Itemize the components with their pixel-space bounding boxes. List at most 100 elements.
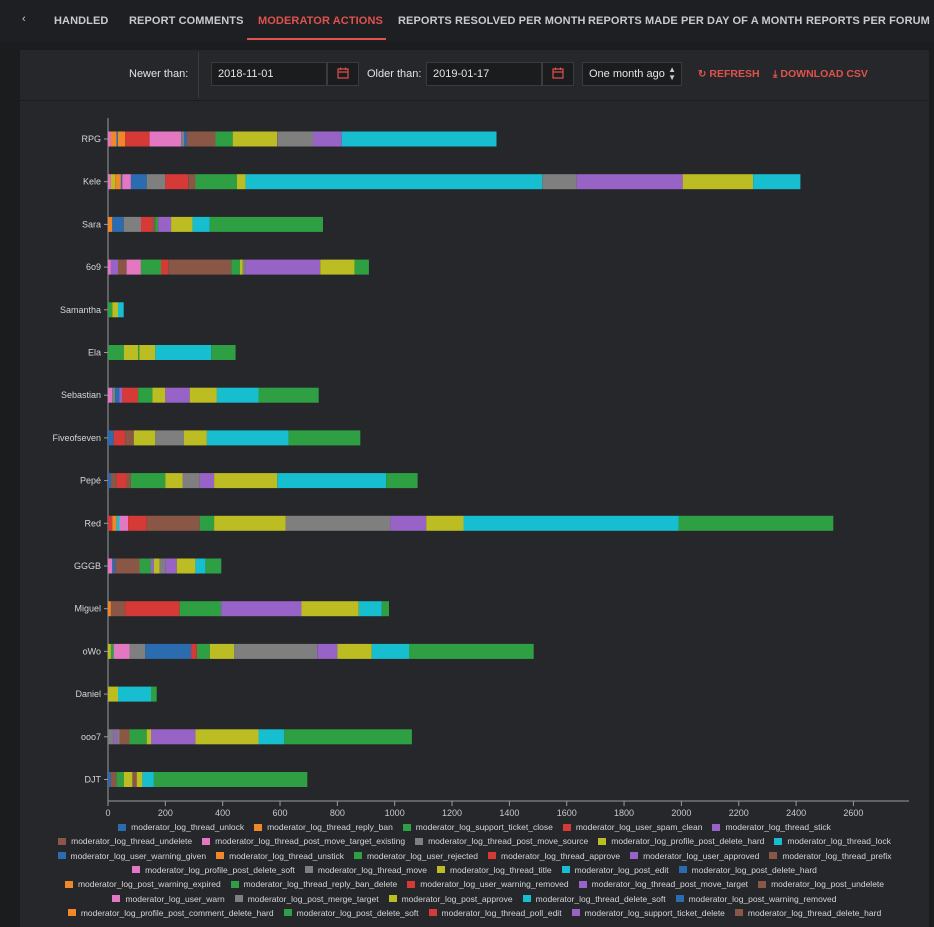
legend-item[interactable]: moderator_log_user_warning_removed — [407, 877, 569, 891]
bar-segment[interactable] — [155, 345, 212, 360]
bar-segment[interactable] — [678, 515, 834, 531]
legend-item[interactable]: moderator_log_thread_reply_ban — [254, 820, 393, 834]
bar-segment[interactable] — [381, 601, 389, 617]
bar-segment[interactable] — [284, 729, 412, 745]
bar-segment[interactable] — [239, 259, 243, 275]
bar-segment[interactable] — [186, 131, 216, 147]
legend-item[interactable]: moderator_log_thread_post_move_target — [578, 877, 748, 891]
bar-segment[interactable] — [108, 259, 111, 275]
legend-item[interactable]: moderator_log_thread_unstick — [216, 849, 344, 863]
bar-segment[interactable] — [211, 345, 236, 360]
bar-segment[interactable] — [151, 729, 196, 745]
chevron-left-icon[interactable]: ‹ — [22, 13, 26, 25]
legend-item[interactable]: moderator_log_thread_move — [304, 863, 427, 877]
bar-segment[interactable] — [110, 473, 117, 489]
tab-moderator-actions[interactable]: MODERATOR ACTIONS — [258, 15, 383, 27]
bar-segment[interactable] — [153, 558, 160, 574]
tab-reports-per-forum[interactable]: REPORTS PER FORUM — [806, 15, 930, 27]
refresh-button[interactable]: ↻ REFRESH — [698, 68, 760, 80]
bar-segment[interactable] — [205, 558, 222, 574]
bar-segment[interactable] — [120, 174, 123, 190]
legend-item[interactable]: moderator_log_post_merge_target — [234, 892, 379, 906]
bar-segment[interactable] — [112, 558, 116, 574]
bar-segment[interactable] — [245, 259, 321, 275]
bar-segment[interactable] — [122, 387, 139, 403]
bar-segment[interactable] — [116, 729, 120, 745]
legend-item[interactable]: moderator_log_post_approve — [388, 892, 513, 906]
bar-segment[interactable] — [108, 387, 113, 403]
legend-item[interactable]: moderator_log_thread_delete_hard — [734, 906, 881, 920]
legend-item[interactable]: moderator_log_post_delete_hard — [678, 863, 817, 877]
bar-segment[interactable] — [119, 729, 130, 745]
tab-report-comments[interactable]: REPORT COMMENTS — [129, 15, 244, 27]
bar-segment[interactable] — [112, 515, 117, 531]
legend-item[interactable]: moderator_log_post_warning_expired — [64, 877, 221, 891]
bar-segment[interactable] — [753, 174, 801, 190]
legend-item[interactable]: moderator_log_post_warning_removed — [675, 892, 837, 906]
tab-reports-resolved-per-month[interactable]: REPORTS RESOLVED PER MONTH — [398, 15, 586, 27]
bar-segment[interactable] — [146, 174, 166, 190]
legend-item[interactable]: moderator_log_thread_poll_edit — [428, 906, 562, 920]
bar-segment[interactable] — [108, 345, 124, 360]
bar-segment[interactable] — [123, 216, 141, 232]
bar-segment[interactable] — [158, 216, 172, 232]
bar-segment[interactable] — [132, 772, 137, 787]
bar-segment[interactable] — [125, 430, 134, 446]
bar-segment[interactable] — [214, 515, 286, 531]
bar-segment[interactable] — [463, 515, 679, 531]
bar-segment[interactable] — [165, 387, 190, 403]
bar-segment[interactable] — [165, 174, 189, 190]
bar-segment[interactable] — [125, 131, 150, 147]
bar-segment[interactable] — [196, 643, 210, 659]
bar-segment[interactable] — [141, 259, 162, 275]
bar-segment[interactable] — [108, 772, 111, 787]
bar-segment[interactable] — [277, 473, 387, 489]
bar-segment[interactable] — [155, 216, 159, 232]
legend-item[interactable]: moderator_log_post_delete_soft — [283, 906, 419, 920]
bar-segment[interactable] — [123, 772, 133, 787]
bar-segment[interactable] — [576, 174, 683, 190]
bar-segment[interactable] — [195, 558, 206, 574]
bar-segment[interactable] — [176, 558, 196, 574]
bar-segment[interactable] — [129, 643, 146, 659]
bar-segment[interactable] — [159, 558, 166, 574]
bar-segment[interactable] — [108, 473, 111, 489]
bar-segment[interactable] — [301, 601, 359, 617]
bar-segment[interactable] — [184, 131, 187, 147]
download-csv-button[interactable]: ⤓ DOWNLOAD CSV — [773, 68, 868, 80]
bar-segment[interactable] — [225, 601, 302, 617]
bar-segment[interactable] — [245, 174, 543, 190]
legend-item[interactable]: moderator_log_thread_undelete — [58, 834, 192, 848]
bar-segment[interactable] — [199, 473, 214, 489]
bar-segment[interactable] — [195, 729, 259, 745]
legend-item[interactable]: moderator_log_thread_unlock — [118, 820, 244, 834]
legend-item[interactable]: moderator_log_profile_post_delete_soft — [132, 863, 295, 877]
bar-segment[interactable] — [108, 174, 111, 190]
bar-segment[interactable] — [192, 216, 210, 232]
bar-segment[interactable] — [195, 174, 237, 190]
bar-segment[interactable] — [242, 259, 246, 275]
bar-segment[interactable] — [184, 430, 207, 446]
legend-item[interactable]: moderator_log_post_undelete — [758, 877, 884, 891]
bar-segment[interactable] — [179, 601, 222, 617]
bar-segment[interactable] — [138, 345, 140, 360]
bar-segment[interactable] — [221, 601, 226, 617]
bar-segment[interactable] — [171, 216, 193, 232]
bar-segment[interactable] — [112, 302, 118, 318]
older-than-input[interactable]: 2019-01-17 — [426, 62, 542, 86]
bar-segment[interactable] — [214, 473, 278, 489]
legend-item[interactable]: moderator_log_thread_post_move_source — [415, 834, 588, 848]
legend-item[interactable]: moderator_log_support_ticket_delete — [571, 906, 725, 920]
bar-segment[interactable] — [288, 430, 361, 446]
bar-segment[interactable] — [206, 430, 289, 446]
bar-segment[interactable] — [108, 302, 113, 318]
bar-segment[interactable] — [542, 174, 577, 190]
bar-segment[interactable] — [130, 174, 147, 190]
bar-segment[interactable] — [128, 515, 147, 531]
bar-segment[interactable] — [165, 558, 177, 574]
bar-segment[interactable] — [118, 302, 124, 318]
bar-segment[interactable] — [390, 515, 427, 531]
bar-segment[interactable] — [108, 131, 111, 147]
bar-segment[interactable] — [108, 729, 114, 745]
bar-segment[interactable] — [110, 259, 119, 275]
